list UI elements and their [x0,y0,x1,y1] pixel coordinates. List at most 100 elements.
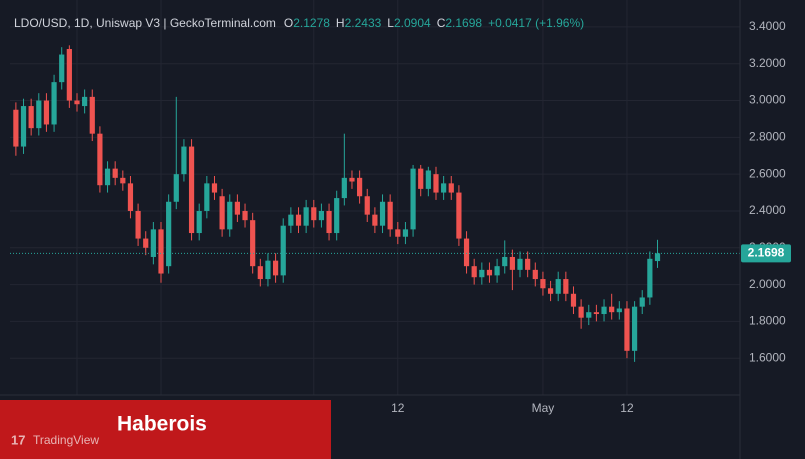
candle-body [326,210,332,234]
candle-body [631,306,638,351]
candle-body [433,174,439,193]
candle-body [578,306,584,318]
candle-body [525,258,531,270]
candle-body [204,183,210,211]
candle-body [143,238,149,248]
candle-body [196,210,202,234]
candle-body [486,269,493,276]
candle-body [349,177,355,182]
ohlc-value: 2.1698 [445,16,482,30]
candle-body [334,198,340,234]
ohlc-value: 2.2433 [345,16,382,30]
candle-body [211,183,218,193]
candle-body [509,256,515,270]
candle-body [517,258,523,270]
candle-body [104,168,111,186]
ohlc-label: L [387,16,394,30]
candle-body [158,229,164,274]
y-tick-label: 2.4000 [749,203,786,217]
candle-body [13,109,19,147]
candle-body [410,168,416,230]
ohlc-label: H [336,16,345,30]
logo-icon: 17 [11,432,25,447]
candle-body [318,210,325,221]
candle-body [364,196,370,215]
candle-body [89,96,95,134]
candle-body [36,100,42,129]
candle-body [532,269,538,280]
candle-body [395,229,401,237]
candle-body [357,177,363,197]
candle-body [288,214,294,226]
candle-body [471,266,477,278]
candle-body [616,308,622,313]
candle-body [654,253,661,262]
candle-body [563,279,569,294]
candle-body [456,192,462,239]
candle-body [272,260,279,276]
candle-body [127,183,134,211]
candle-body [479,269,485,278]
y-tick-label: 2.0000 [749,277,786,291]
candle-body [74,100,80,105]
candle-body [265,260,271,280]
candle-body [188,146,195,234]
candle-body [379,201,386,226]
candle-body [242,210,248,221]
candle-body [372,214,378,226]
candle-body [311,207,317,221]
candle-body [150,229,156,257]
candle-body [647,258,653,298]
ohlc-label: O [284,16,293,30]
candle-body [593,312,599,315]
candle-body [28,106,34,129]
candle-body [441,183,447,193]
candle-body [66,49,72,101]
candle-body [181,146,187,175]
ohlc-value: 2.0904 [394,16,431,30]
candle-body [624,308,630,351]
candle-body [341,177,347,199]
logo: TradingView [33,433,99,447]
y-tick-label: 2.8000 [749,130,786,144]
y-tick-label: 1.8000 [749,314,786,328]
y-tick-label: 3.0000 [749,93,786,107]
candle-body [463,238,470,267]
candle-body [570,293,577,307]
chart-header: LDO/USD, 1D, Uniswap V3 | GeckoTerminal.… [14,16,584,30]
candle-body [425,170,431,189]
candle-body [219,196,225,230]
candle-body [59,54,65,83]
candle-body [43,100,50,125]
candle-body [227,201,233,230]
watermark: Haberois [117,413,207,436]
candle-body [402,229,409,237]
ohlc-change: +0.0417 (+1.96%) [488,16,584,30]
candle-body [82,96,88,107]
candle-body [135,210,141,239]
candle-body [448,183,454,193]
y-tick-label: 2.6000 [749,166,786,180]
candle-body [250,220,256,267]
ohlc-value: 2.1278 [293,16,330,30]
candle-body [547,288,554,294]
candle-body [502,256,508,267]
candle-body [639,297,645,307]
chart-title: LDO/USD, 1D, Uniswap V3 | GeckoTerminal.… [14,16,276,30]
candle-body [173,174,179,202]
candle-body [609,306,615,313]
candle-body [166,201,172,267]
candle-body [494,266,500,276]
y-tick-label: 3.4000 [749,19,786,33]
last-price-label: 2.1698 [748,246,785,260]
x-tick-label: May [532,401,555,415]
y-tick-label: 1.6000 [749,350,786,364]
candle-body [586,312,592,318]
candle-body [120,177,126,184]
candle-body [555,279,561,294]
candle-body [418,168,424,189]
candle-body [387,201,393,230]
ohlc-label: C [437,16,446,30]
candle-body [257,266,263,280]
